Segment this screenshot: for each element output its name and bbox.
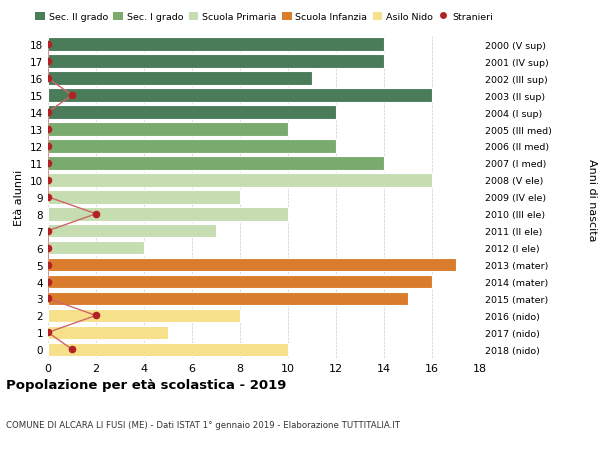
Point xyxy=(43,177,53,184)
Bar xyxy=(48,140,336,153)
Point xyxy=(43,295,53,302)
Point xyxy=(43,75,53,83)
Legend: Sec. II grado, Sec. I grado, Scuola Primaria, Scuola Infanzia, Asilo Nido, Stran: Sec. II grado, Sec. I grado, Scuola Prim… xyxy=(32,9,496,26)
Bar xyxy=(48,157,384,170)
Bar xyxy=(48,89,432,103)
Point xyxy=(43,261,53,269)
Bar xyxy=(48,39,384,52)
Bar xyxy=(48,258,456,272)
Point xyxy=(91,211,101,218)
Bar xyxy=(48,292,408,306)
Bar xyxy=(48,343,288,356)
Point xyxy=(67,92,77,100)
Point xyxy=(43,245,53,252)
Text: COMUNE DI ALCARA LI FUSI (ME) - Dati ISTAT 1° gennaio 2019 - Elaborazione TUTTIT: COMUNE DI ALCARA LI FUSI (ME) - Dati IST… xyxy=(6,420,400,429)
Point xyxy=(43,194,53,201)
Bar xyxy=(48,72,312,86)
Point xyxy=(67,346,77,353)
Point xyxy=(43,329,53,336)
Bar xyxy=(48,326,168,339)
Point xyxy=(91,312,101,319)
Point xyxy=(43,109,53,117)
Text: Popolazione per età scolastica - 2019: Popolazione per età scolastica - 2019 xyxy=(6,379,286,392)
Bar xyxy=(48,224,216,238)
Bar xyxy=(48,241,144,255)
Point xyxy=(43,228,53,235)
Point xyxy=(43,58,53,66)
Bar xyxy=(48,123,288,136)
Bar xyxy=(48,106,336,120)
Text: Anni di nascita: Anni di nascita xyxy=(587,158,597,241)
Point xyxy=(43,278,53,285)
Point xyxy=(43,143,53,150)
Y-axis label: Età alunni: Età alunni xyxy=(14,169,25,225)
Bar xyxy=(48,56,384,69)
Point xyxy=(43,160,53,167)
Bar xyxy=(48,309,240,323)
Bar xyxy=(48,275,432,289)
Bar xyxy=(48,174,432,187)
Bar xyxy=(48,207,288,221)
Bar xyxy=(48,190,240,204)
Point xyxy=(43,126,53,134)
Point xyxy=(43,41,53,49)
